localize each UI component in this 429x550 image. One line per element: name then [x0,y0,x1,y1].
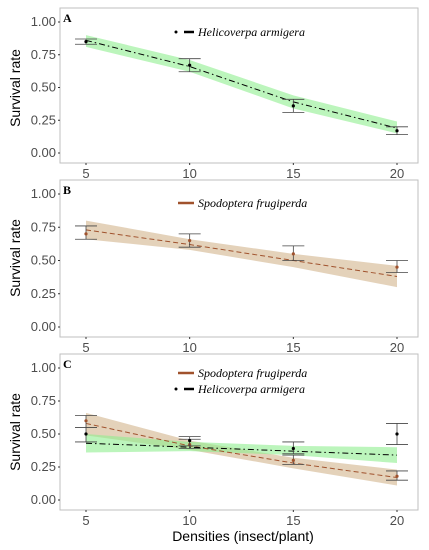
data-point [188,439,192,443]
x-tick-label: 10 [182,513,196,528]
panel-frame [59,353,419,511]
x-tick-label: 10 [182,340,196,355]
data-point [395,432,399,436]
y-tick-label: 0.50 [31,253,56,268]
legend-label: Helicoverpa armigera [197,25,305,39]
panel-frame [59,179,419,338]
data-point [395,129,399,133]
legend-point-icon [174,30,178,34]
x-tick-label: 5 [82,513,89,528]
x-tick-label: 10 [182,166,196,181]
y-tick-label: 0.75 [31,219,56,234]
y-axis-label-c: Survival rate [7,393,23,471]
legend-label: Spodoptera frugiperda [198,366,307,380]
legend-label: Helicoverpa armigera [197,382,305,396]
data-point [84,419,88,423]
y-tick-label: 0.50 [31,426,56,441]
panel-c: 0.00 0.25 0.50 0.75 1.00 5 10 15 20 C Spodoptera f… [31,353,419,528]
x-axis-label: Densities (insect/plant) [172,528,314,544]
y-tick-label: 0.75 [31,47,56,62]
y-axis-label-a: Survival rate [7,49,23,127]
legend-point-icon [174,387,178,391]
data-point [291,458,295,462]
y-tick-label: 0.25 [31,286,56,301]
x-tick-label: 5 [82,166,89,181]
panel-label: A [63,11,72,25]
data-point [291,252,295,256]
panel-frame [59,7,419,164]
data-point [84,232,88,236]
y-tick-label: 1.00 [31,14,56,29]
x-tick-label: 15 [286,513,300,528]
panel-b: 0.00 0.25 0.50 0.75 1.00 5 10 15 20 B Spodoptera f… [31,179,419,355]
data-point [291,446,295,451]
y-tick-label: 1.00 [31,360,56,375]
x-tick-label: 15 [286,166,300,181]
x-tick-label: 20 [390,513,404,528]
y-tick-label: 0.75 [31,393,56,408]
panel-label: B [63,183,71,197]
data-point [395,474,399,478]
y-tick-label: 0.25 [31,459,56,474]
y-tick-label: 0.00 [31,492,56,507]
data-point [291,104,295,108]
fit-line [85,442,398,456]
confidence-band [86,35,397,134]
panel-label: C [63,357,72,371]
data-point [395,265,399,269]
data-point [188,238,192,243]
x-tick-label: 15 [286,340,300,355]
y-tick-label: 1.00 [31,186,56,201]
data-point [84,432,88,436]
data-point [84,40,88,44]
confidence-band [86,220,397,288]
confidence-band [86,412,397,486]
y-axis-label-b: Survival rate [7,219,23,297]
y-tick-label: 0.25 [31,112,56,127]
fit-line [85,229,398,277]
x-tick-label: 5 [82,340,89,355]
y-tick-label: 0.00 [31,145,56,160]
confidence-band [86,434,397,464]
y-tick-label: 0.00 [31,319,56,334]
data-point [188,63,192,67]
y-tick-label: 0.50 [31,80,56,95]
panel-a: 0.00 0.25 0.50 0.75 1.00 5 10 15 20 A Helicoverpa … [31,7,419,181]
legend-label: Spodoptera frugiperda [198,196,307,210]
x-tick-label: 20 [390,166,404,181]
x-tick-label: 20 [390,340,404,355]
